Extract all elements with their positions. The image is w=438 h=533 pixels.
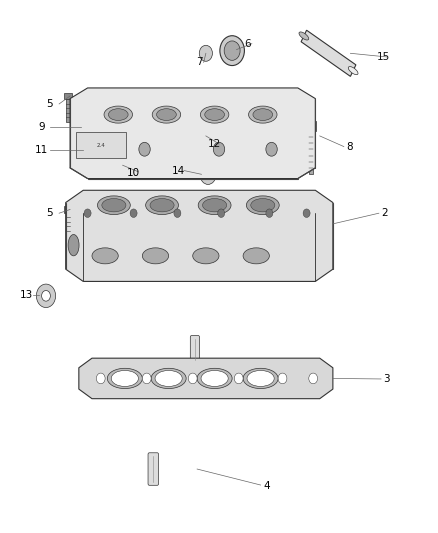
Text: 6: 6	[244, 39, 251, 49]
Polygon shape	[301, 30, 356, 76]
Circle shape	[174, 209, 181, 217]
Ellipse shape	[348, 67, 358, 75]
Text: 10: 10	[127, 168, 140, 178]
Text: 11: 11	[35, 146, 48, 155]
Ellipse shape	[157, 109, 176, 120]
Circle shape	[139, 142, 150, 156]
Circle shape	[278, 373, 287, 384]
FancyBboxPatch shape	[148, 453, 159, 485]
Text: 7: 7	[196, 58, 203, 67]
Ellipse shape	[92, 248, 118, 264]
Ellipse shape	[200, 106, 229, 123]
FancyBboxPatch shape	[190, 336, 200, 363]
Text: 8: 8	[346, 142, 353, 151]
Ellipse shape	[109, 109, 128, 120]
Circle shape	[82, 142, 93, 156]
Circle shape	[266, 209, 273, 217]
Ellipse shape	[205, 109, 224, 120]
Bar	[66, 99, 70, 122]
Circle shape	[303, 209, 310, 217]
Ellipse shape	[197, 368, 232, 389]
Circle shape	[188, 373, 197, 384]
Text: 3: 3	[383, 374, 390, 384]
Text: 13: 13	[20, 290, 33, 300]
Circle shape	[199, 45, 212, 61]
Text: 15: 15	[377, 52, 390, 62]
Circle shape	[200, 165, 216, 184]
Ellipse shape	[111, 370, 138, 386]
Bar	[309, 131, 313, 174]
Circle shape	[130, 209, 137, 217]
Bar	[307, 121, 315, 131]
Text: 2.4: 2.4	[96, 143, 105, 148]
Circle shape	[204, 170, 212, 180]
Text: 12: 12	[208, 139, 221, 149]
Ellipse shape	[253, 109, 272, 120]
Ellipse shape	[246, 196, 279, 214]
Ellipse shape	[107, 368, 142, 389]
Ellipse shape	[247, 370, 274, 386]
Circle shape	[142, 373, 151, 384]
Bar	[66, 213, 70, 236]
Text: 9: 9	[38, 122, 45, 132]
Ellipse shape	[97, 196, 131, 214]
Text: 5: 5	[46, 99, 53, 109]
Circle shape	[224, 41, 240, 60]
FancyBboxPatch shape	[64, 206, 71, 213]
Text: 5: 5	[46, 208, 53, 218]
Ellipse shape	[102, 198, 126, 212]
Text: 14: 14	[172, 166, 185, 175]
Ellipse shape	[150, 198, 174, 212]
Ellipse shape	[152, 106, 180, 123]
Ellipse shape	[155, 370, 182, 386]
Circle shape	[36, 284, 56, 308]
Ellipse shape	[198, 196, 231, 214]
Ellipse shape	[249, 106, 277, 123]
Circle shape	[309, 373, 318, 384]
Ellipse shape	[201, 370, 228, 386]
Circle shape	[42, 290, 50, 301]
Ellipse shape	[243, 248, 269, 264]
Ellipse shape	[151, 368, 186, 389]
Ellipse shape	[104, 106, 132, 123]
Ellipse shape	[251, 198, 275, 212]
Circle shape	[84, 209, 91, 217]
Circle shape	[218, 209, 225, 217]
FancyBboxPatch shape	[76, 132, 126, 158]
Circle shape	[266, 142, 277, 156]
Circle shape	[96, 373, 105, 384]
Polygon shape	[70, 88, 315, 179]
Ellipse shape	[142, 248, 169, 264]
Ellipse shape	[243, 368, 278, 389]
Ellipse shape	[299, 32, 309, 40]
FancyBboxPatch shape	[64, 93, 71, 99]
Text: 4: 4	[264, 481, 271, 491]
Polygon shape	[79, 358, 333, 399]
Polygon shape	[66, 190, 333, 281]
Circle shape	[234, 373, 243, 384]
Ellipse shape	[193, 248, 219, 264]
Ellipse shape	[145, 196, 179, 214]
Ellipse shape	[68, 235, 79, 256]
Circle shape	[213, 142, 225, 156]
Circle shape	[220, 36, 244, 66]
Ellipse shape	[202, 198, 227, 212]
Text: 2: 2	[381, 208, 388, 218]
